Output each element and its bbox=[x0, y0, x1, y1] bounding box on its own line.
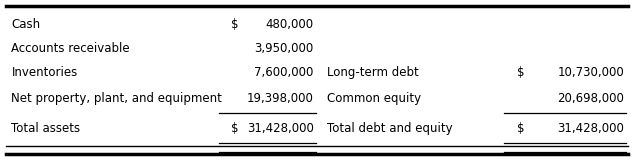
Text: 7,600,000: 7,600,000 bbox=[254, 66, 314, 79]
Text: Cash: Cash bbox=[11, 18, 41, 31]
Text: Net property, plant, and equipment: Net property, plant, and equipment bbox=[11, 92, 223, 105]
Text: Common equity: Common equity bbox=[327, 92, 420, 105]
Text: Inventories: Inventories bbox=[11, 66, 77, 79]
Text: 3,950,000: 3,950,000 bbox=[255, 42, 314, 55]
Text: 480,000: 480,000 bbox=[266, 18, 314, 31]
Text: $: $ bbox=[231, 122, 239, 135]
Text: 31,428,000: 31,428,000 bbox=[247, 122, 314, 135]
Text: Long-term debt: Long-term debt bbox=[327, 66, 418, 79]
Text: 20,698,000: 20,698,000 bbox=[558, 92, 624, 105]
Text: 10,730,000: 10,730,000 bbox=[558, 66, 624, 79]
Text: Total assets: Total assets bbox=[11, 122, 81, 135]
Text: $: $ bbox=[517, 122, 524, 135]
Text: 31,428,000: 31,428,000 bbox=[558, 122, 624, 135]
Text: Accounts receivable: Accounts receivable bbox=[11, 42, 130, 55]
Text: $: $ bbox=[517, 66, 524, 79]
Text: $: $ bbox=[231, 18, 239, 31]
Text: 19,398,000: 19,398,000 bbox=[247, 92, 314, 105]
Text: Total debt and equity: Total debt and equity bbox=[327, 122, 452, 135]
